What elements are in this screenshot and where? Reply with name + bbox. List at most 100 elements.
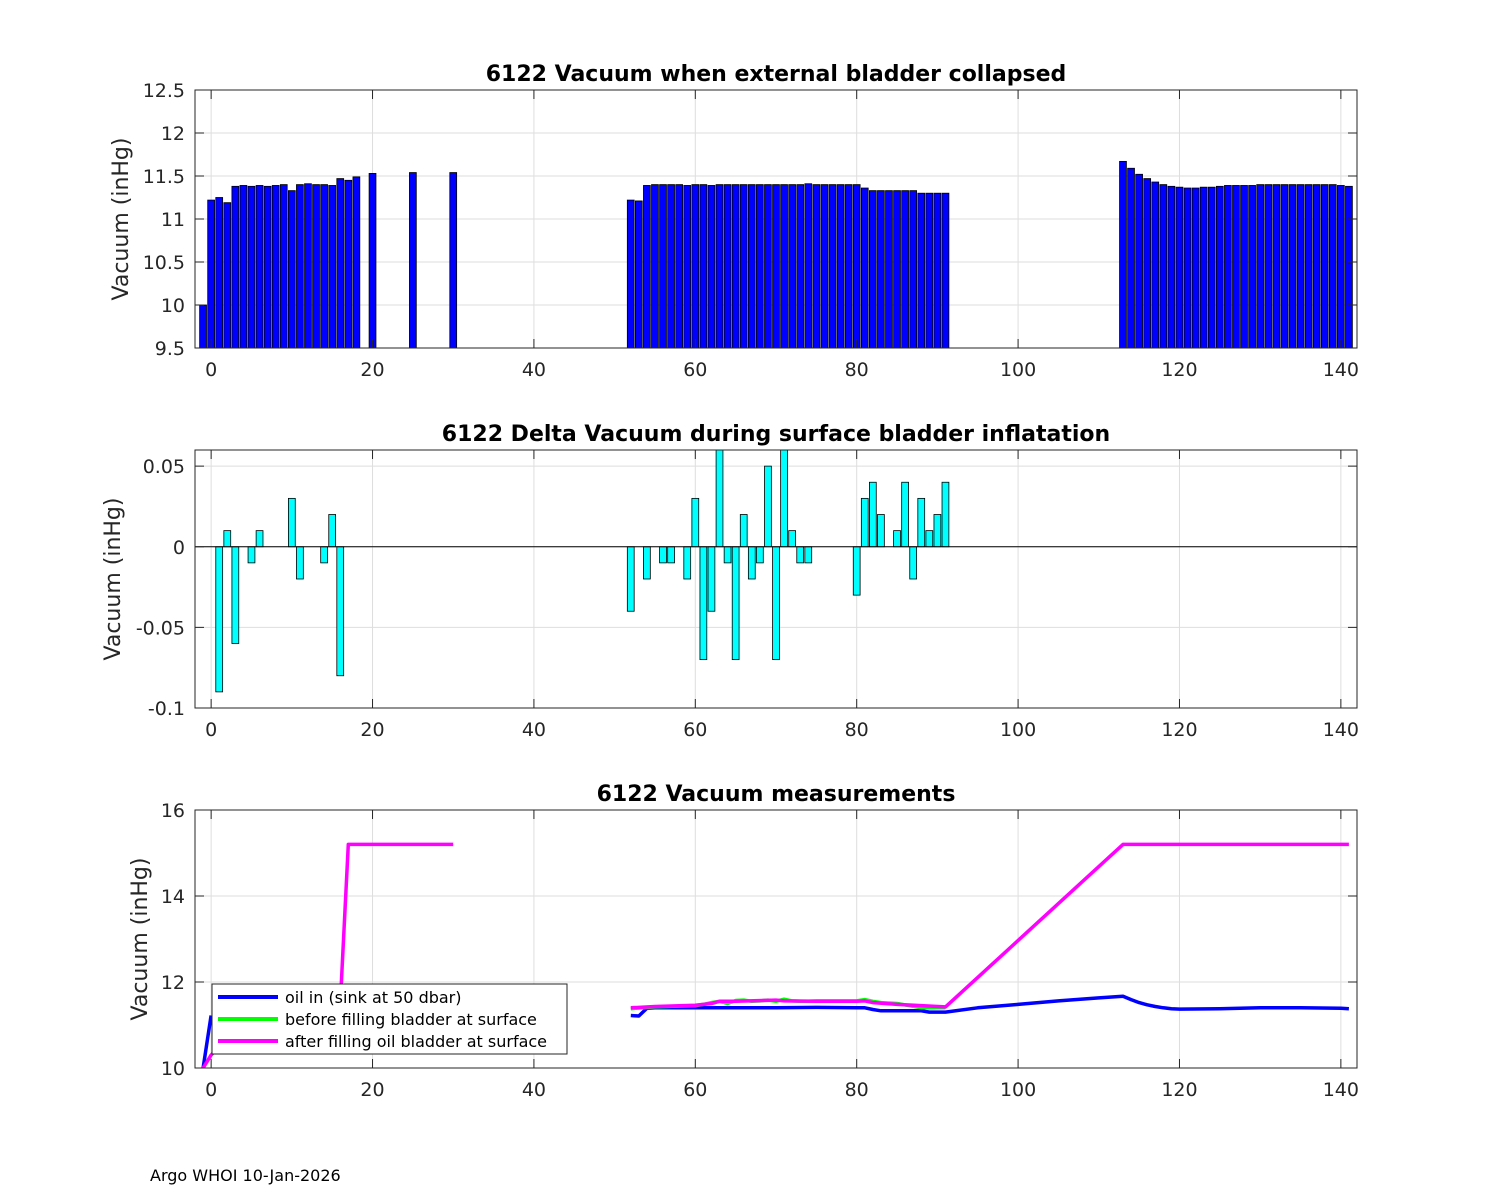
chart-title: 6122 Delta Vacuum during surface bladder… <box>442 422 1110 447</box>
bar <box>1345 185 1353 348</box>
y-tick-label: 16 <box>161 800 185 822</box>
y-tick-label: 11 <box>161 209 185 231</box>
bar <box>804 183 813 348</box>
x-tick-label: 60 <box>683 1079 707 1101</box>
bar <box>715 184 724 348</box>
bar <box>296 184 304 348</box>
y-tick-label: -0.1 <box>148 698 185 720</box>
x-tick-label: 80 <box>845 1079 869 1101</box>
bar <box>941 481 950 548</box>
bar <box>247 546 256 564</box>
x-tick-label: 100 <box>1000 1079 1036 1101</box>
bar <box>699 546 708 661</box>
bar <box>723 184 732 348</box>
legend: oil in (sink at 50 dbar) before filling b… <box>211 983 568 1055</box>
bar <box>247 185 256 348</box>
bar <box>893 190 901 348</box>
bar <box>780 450 788 548</box>
bar <box>933 192 942 348</box>
y-tick-label: 0.05 <box>143 456 185 478</box>
bar <box>1248 185 1256 348</box>
x-tick-label: 20 <box>360 359 384 381</box>
bar <box>1119 160 1127 348</box>
bar <box>893 530 901 548</box>
bar <box>1127 167 1135 348</box>
x-tick-label: 60 <box>683 359 707 381</box>
bar <box>1175 186 1184 348</box>
bar <box>780 184 788 348</box>
bar <box>1328 184 1337 348</box>
bar <box>812 184 821 348</box>
bar <box>263 185 272 348</box>
chart-title: 6122 Vacuum when external bladder collap… <box>486 62 1067 87</box>
bar <box>796 546 805 564</box>
bar <box>877 514 885 548</box>
bar <box>941 192 950 348</box>
bar <box>223 530 232 548</box>
bar <box>917 497 926 548</box>
plot-data <box>199 160 1353 348</box>
x-tick-label: 40 <box>522 359 546 381</box>
bar <box>788 530 796 548</box>
y-tick-label: 12 <box>161 123 185 145</box>
x-tick-label: 40 <box>522 719 546 741</box>
bar <box>836 184 845 348</box>
y-tick-label: 10.5 <box>143 252 185 274</box>
bar <box>860 187 869 348</box>
x-tick-label: 40 <box>522 1079 546 1101</box>
bar <box>449 172 458 348</box>
legend-label: oil in (sink at 50 dbar) <box>285 988 462 1007</box>
bar <box>288 497 296 548</box>
bar <box>699 184 708 348</box>
bar <box>675 184 683 348</box>
x-tick-label: 20 <box>360 719 384 741</box>
bar <box>885 190 893 348</box>
y-tick-label: 12.5 <box>143 80 185 102</box>
bar <box>707 546 716 612</box>
bar <box>739 514 748 548</box>
bar <box>328 185 337 348</box>
bar <box>715 450 724 548</box>
bar <box>756 184 764 348</box>
series-line <box>630 994 1350 1018</box>
bar <box>1224 185 1232 348</box>
bar <box>1256 184 1264 348</box>
bar <box>320 546 328 564</box>
bar <box>731 184 740 348</box>
bar <box>328 514 337 548</box>
series-line <box>201 1015 213 1068</box>
bar <box>852 184 861 348</box>
bar <box>747 184 756 348</box>
axes-box <box>194 809 1358 1069</box>
bar <box>909 546 918 580</box>
bar <box>917 192 926 348</box>
bar <box>312 184 320 348</box>
bar <box>215 197 224 348</box>
x-tick-label: 140 <box>1323 1079 1359 1101</box>
x-tick-label: 120 <box>1161 1079 1197 1101</box>
bar <box>869 481 877 548</box>
bar <box>1207 186 1216 348</box>
bar <box>933 514 942 548</box>
bar <box>1215 185 1224 348</box>
bar <box>1320 184 1329 348</box>
bar <box>1135 173 1143 348</box>
y-tick-label: -0.05 <box>136 617 185 639</box>
bar <box>877 190 885 348</box>
bar <box>659 184 667 348</box>
bar <box>304 183 312 348</box>
x-tick-label: 0 <box>205 359 217 381</box>
bar <box>207 199 215 348</box>
bar <box>731 546 740 661</box>
bar <box>772 184 780 348</box>
y-tick-label: 9.5 <box>155 338 185 360</box>
bar <box>651 184 659 348</box>
bar <box>723 546 732 564</box>
x-tick-label: 100 <box>1000 359 1036 381</box>
x-tick-label: 80 <box>845 359 869 381</box>
bar <box>772 546 780 661</box>
y-tick-label: 0 <box>173 537 185 559</box>
bar <box>764 184 772 348</box>
bar <box>1191 187 1200 348</box>
